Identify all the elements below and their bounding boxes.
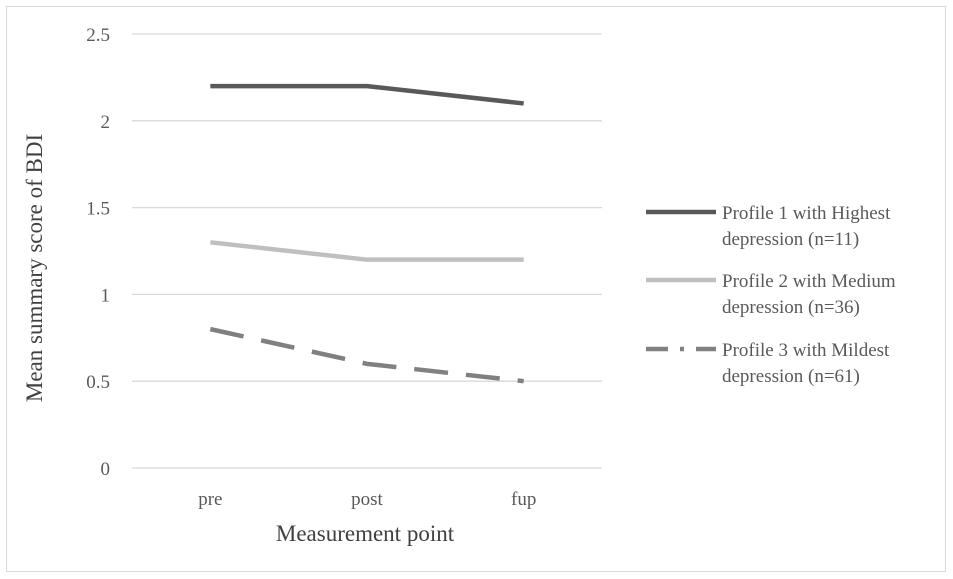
gridlines [132,33,602,469]
legend-label-2: depression (n=36) [722,297,860,318]
legend-label-2: Profile 2 with Medium [722,271,896,292]
x-tick-label: pre [198,489,222,510]
y-tick-label: 0.5 [86,372,110,393]
series-line-3 [209,326,524,384]
x-tick-label: fup [511,489,536,510]
legend-label-3: depression (n=61) [722,366,860,387]
x-axis-title: Measurement point [276,521,455,546]
series-line-1 [210,83,524,106]
series-line-2 [210,240,524,262]
legend-label-1: Profile 1 with Highest [722,203,891,224]
y-axis-ticks: 0 0.5 1 1.5 2 2.5 [86,25,110,480]
legend: Profile 1 with Highest depression (n=11) P… [646,203,896,387]
x-axis-ticks: pre post fup [198,489,536,510]
x-tick-label: post [351,489,383,510]
y-tick-label: 2.5 [86,25,110,46]
y-tick-label: 1 [101,285,111,306]
legend-label-3: Profile 3 with Mildest [722,340,890,361]
y-tick-label: 0 [101,459,111,480]
y-axis-title: Mean summary score of BDI [22,134,47,402]
legend-label-1: depression (n=11) [722,229,859,250]
series-lines [209,83,524,384]
y-tick-label: 1.5 [86,199,110,220]
y-tick-label: 2 [101,112,111,133]
